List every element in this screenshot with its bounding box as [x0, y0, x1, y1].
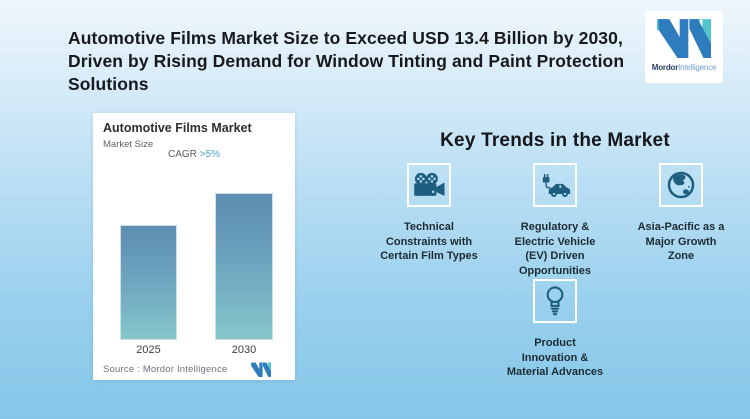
key-trends-heading: Key Trends in the Market — [440, 130, 670, 151]
icon-box — [533, 163, 577, 207]
lightbulb-icon — [546, 286, 564, 316]
trend-row: Technical Constraints with Certain Film … — [368, 163, 742, 278]
market-size-chart-card: Automotive Films Market Market Size CAGR… — [93, 113, 295, 380]
x-tick-2030: 2030 — [231, 344, 257, 356]
trend-item-ev-opportunities: Regulatory & Electric Vehicle (EV) Drive… — [496, 163, 614, 278]
cagr-label: CAGR — [168, 149, 200, 160]
icon-box — [659, 163, 703, 207]
trend-item-asia-pacific: Asia-Pacific as a Major Growth Zone — [622, 163, 740, 278]
mordor-logo-wordmark: MordorIntelligence — [651, 63, 717, 72]
ev-car-icon — [542, 173, 571, 197]
globe-icon — [667, 171, 695, 199]
page-title-line: Solutions — [68, 74, 149, 94]
mordor-logo-mark-small-icon — [251, 362, 271, 377]
page-title: Automotive Films Market Size to Exceed U… — [68, 27, 643, 96]
page-title-line: Driven by Rising Demand for Window Tinti… — [68, 51, 625, 71]
chart-title: Automotive Films Market — [103, 121, 252, 135]
trend-label: Regulatory & Electric Vehicle (EV) Drive… — [514, 221, 596, 277]
trend-label: Product Innovation & Material Advances — [506, 337, 604, 378]
chart-cagr-annotation: CAGR >5% — [93, 149, 295, 160]
bar-2025 — [120, 225, 177, 340]
icon-box — [533, 279, 577, 323]
mordor-intelligence-logo: MordorIntelligence — [645, 11, 723, 83]
movie-camera-icon — [414, 172, 445, 196]
trend-item-technical-constraints: Technical Constraints with Certain Film … — [370, 163, 488, 278]
brand-name-bold: Mordor — [651, 63, 679, 72]
trend-label: Technical Constraints with Certain Film … — [380, 221, 478, 262]
x-tick-2025: 2025 — [136, 344, 161, 356]
page-title-line: Automotive Films Market Size to Exceed U… — [68, 28, 623, 48]
key-trends-section: Key Trends in the Market — [368, 130, 742, 380]
chart-source-note: Source : Mordor Intelligence — [103, 364, 228, 375]
trend-item-product-innovation: Product Innovation & Material Advances — [496, 279, 614, 380]
trend-label: Asia-Pacific as a Major Growth Zone — [637, 221, 725, 262]
chart-subtitle: Market Size — [103, 139, 154, 150]
icon-box — [407, 163, 451, 207]
brand-name-light: Intelligence — [678, 63, 717, 72]
cagr-value: >5% — [199, 149, 220, 160]
mordor-logo-mark-icon — [656, 19, 712, 58]
bar-2030 — [215, 193, 273, 340]
